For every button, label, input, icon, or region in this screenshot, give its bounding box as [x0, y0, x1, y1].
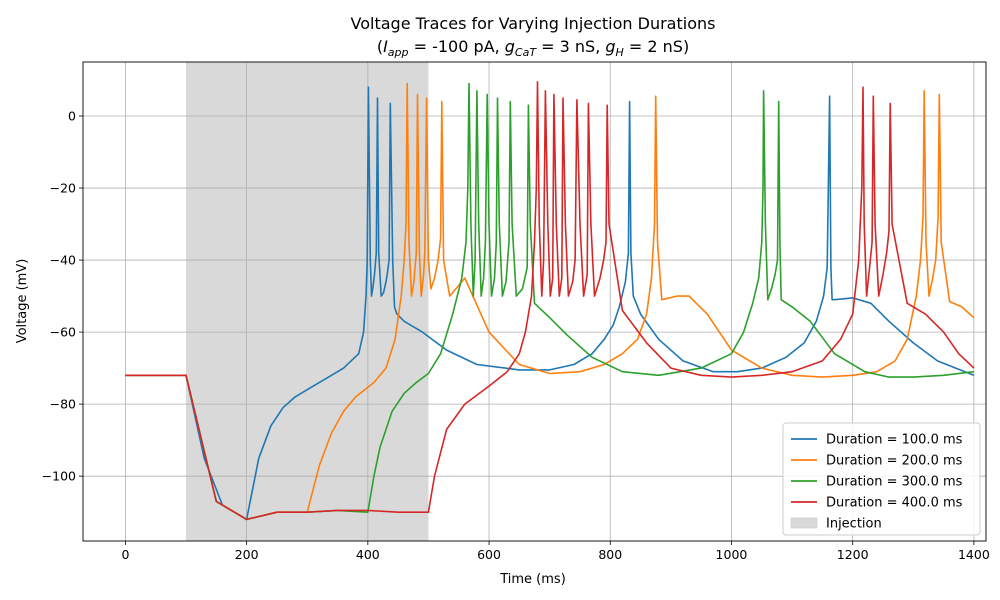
legend-swatch-injection — [790, 517, 818, 529]
legend-label-4: Duration = 400.0 ms — [826, 496, 963, 511]
y-tick-label: 0 — [68, 109, 76, 124]
series-line-3 — [125, 82, 974, 521]
injection-region — [186, 62, 429, 541]
x-axis-label: Time (ms) — [499, 572, 566, 587]
plot-area: 0 200 400 600 800 1000 1200 1400 −100 −80 −60 −40 −2… — [42, 61, 990, 562]
x-tick-label: 400 — [356, 547, 380, 562]
chart-subtitle: (Iapp = -100 pA, gCaT = 3 nS, gH = 2 nS) — [377, 37, 689, 59]
chart-title: Voltage Traces for Varying Injection Dur… — [351, 14, 716, 33]
series-line-2 — [125, 82, 975, 521]
x-tick-label: 800 — [598, 547, 622, 562]
legend: Duration = 100.0 ms Duration = 200.0 ms Du… — [782, 422, 981, 536]
y-tick-label: −80 — [50, 397, 76, 412]
y-tick-label: −20 — [50, 181, 76, 196]
x-tick-label: 200 — [235, 547, 259, 562]
y-tick-label: −100 — [42, 469, 76, 484]
x-tick-label: 1200 — [837, 547, 869, 562]
x-tick-label: 600 — [477, 547, 501, 562]
y-axis-label: Voltage (mV) — [15, 259, 30, 344]
series-line-4 — [125, 81, 975, 521]
legend-label-injection: Injection — [826, 517, 882, 532]
y-tick-label: −60 — [50, 325, 76, 340]
legend-label-2: Duration = 200.0 ms — [826, 454, 963, 469]
legend-box — [782, 422, 981, 536]
series-line-1 — [125, 86, 975, 521]
x-tick-label: 1000 — [716, 547, 748, 562]
legend-label-1: Duration = 100.0 ms — [826, 433, 963, 448]
legend-label-3: Duration = 300.0 ms — [826, 475, 963, 490]
y-tick-label: −40 — [50, 253, 76, 268]
x-tick-label: 0 — [121, 547, 129, 562]
axes-frame — [82, 61, 987, 542]
x-tick-label: 1400 — [958, 547, 990, 562]
